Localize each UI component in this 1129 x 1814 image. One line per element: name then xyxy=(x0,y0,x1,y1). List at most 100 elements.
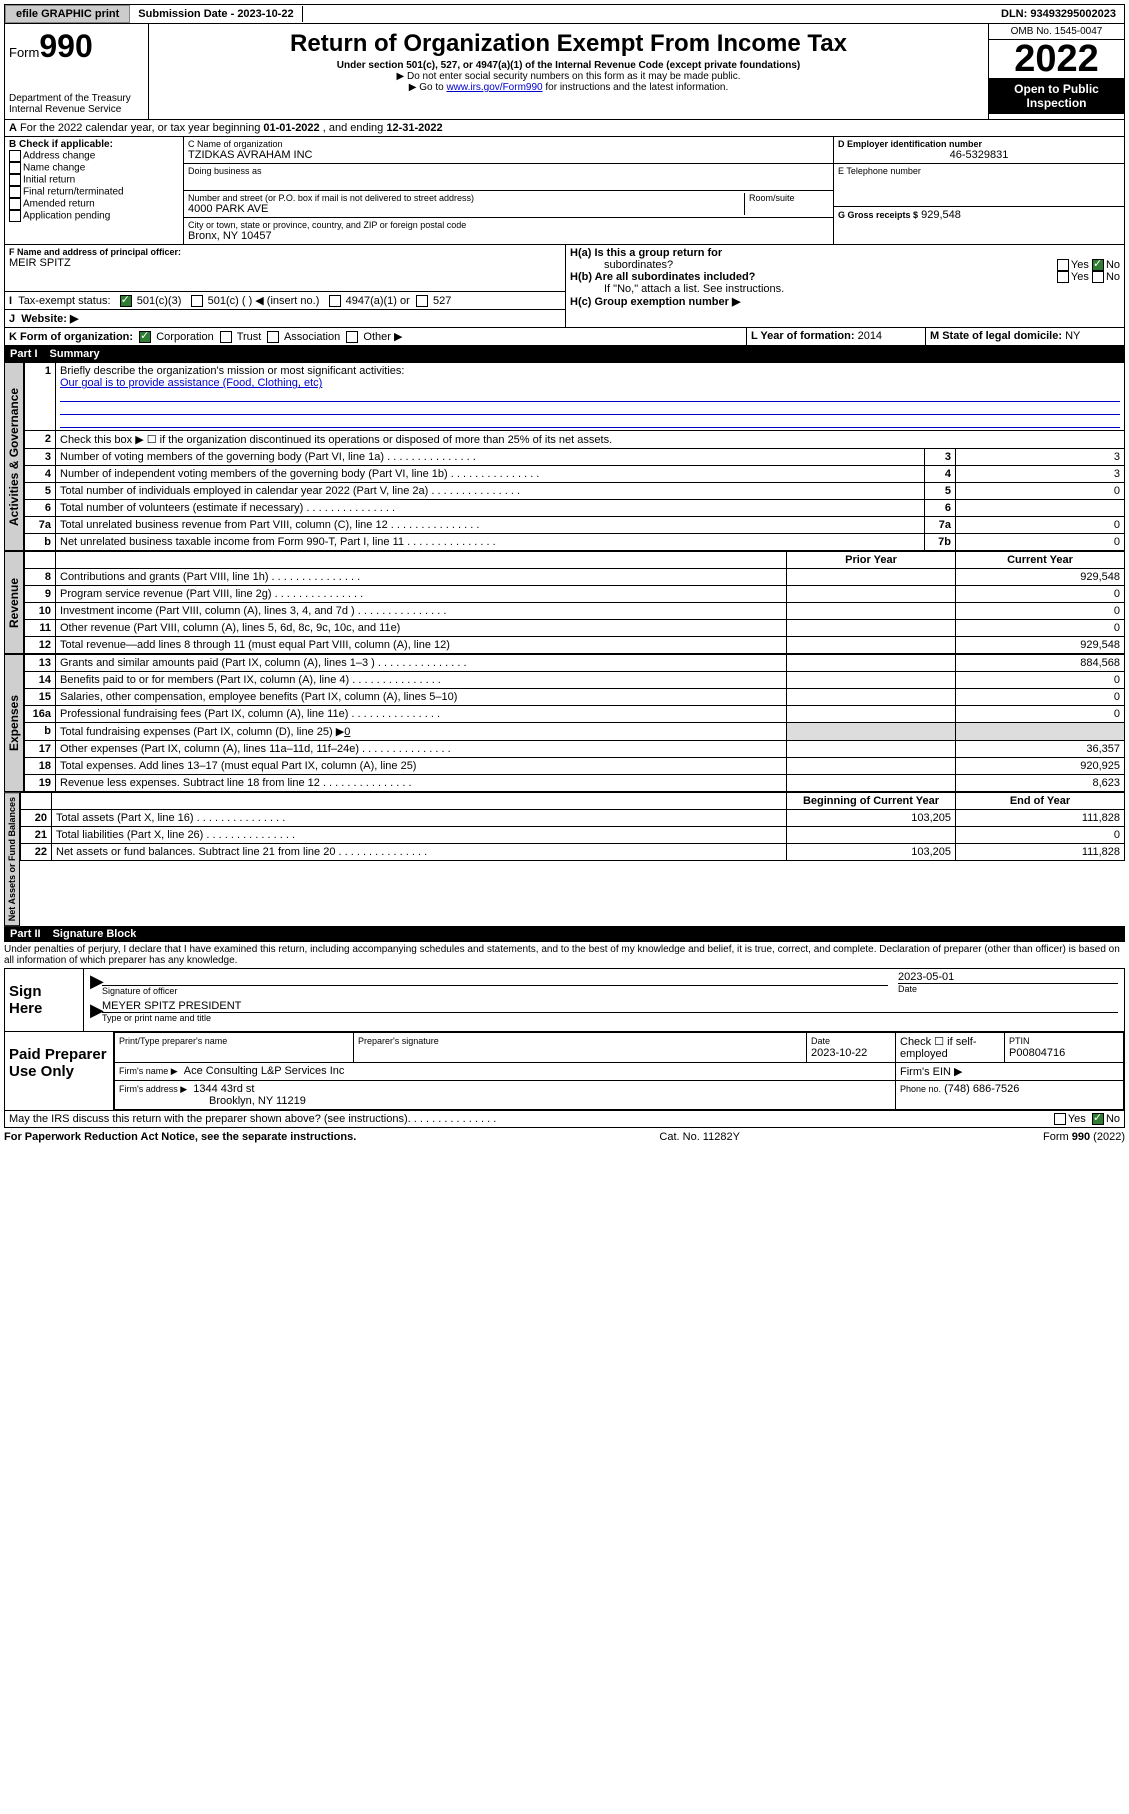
sign-date-label: Date xyxy=(898,984,1118,994)
expenses-table: 13Grants and similar amounts paid (Part … xyxy=(24,654,1125,792)
dln: DLN: 93493295002023 xyxy=(993,6,1124,22)
val4: 3 xyxy=(956,466,1125,483)
line15: Salaries, other compensation, employee b… xyxy=(56,689,787,706)
k-corp[interactable] xyxy=(139,331,151,343)
top-bar: efile GRAPHIC print Submission Date - 20… xyxy=(4,4,1125,24)
form990-link[interactable]: www.irs.gov/Form990 xyxy=(446,82,542,93)
city-state-zip: Bronx, NY 10457 xyxy=(188,230,829,242)
l-label: L Year of formation: xyxy=(751,330,855,342)
line7b: Net unrelated business taxable income fr… xyxy=(56,534,925,551)
efile-print-button[interactable]: efile GRAPHIC print xyxy=(5,5,130,23)
discuss-no[interactable] xyxy=(1092,1113,1104,1125)
firm-name: Ace Consulting L&P Services Inc xyxy=(184,1065,345,1077)
chk-initial-return[interactable]: Initial return xyxy=(9,174,179,186)
chk-4947[interactable] xyxy=(329,295,341,307)
form-title: Return of Organization Exempt From Incom… xyxy=(157,30,980,58)
line18: Total expenses. Add lines 13–17 (must eq… xyxy=(56,758,787,775)
page-footer: For Paperwork Reduction Act Notice, see … xyxy=(4,1128,1125,1143)
val7a: 0 xyxy=(956,517,1125,534)
k-label: K Form of organization: xyxy=(9,331,133,343)
line9: Program service revenue (Part VIII, line… xyxy=(56,586,787,603)
g-label: G Gross receipts $ xyxy=(838,210,918,220)
line7a: Total unrelated business revenue from Pa… xyxy=(56,517,925,534)
org-name: TZIDKAS AVRAHAM INC xyxy=(188,149,829,161)
line6: Total number of volunteers (estimate if … xyxy=(56,500,925,517)
tax-year: 2022 xyxy=(989,40,1124,78)
line22: Net assets or fund balances. Subtract li… xyxy=(52,844,787,861)
self-employed[interactable]: Check ☐ if self-employed xyxy=(896,1033,1005,1063)
subtitle-1: Under section 501(c), 527, or 4947(a)(1)… xyxy=(157,60,980,71)
firm-addr1: 1344 43rd st xyxy=(193,1083,254,1095)
val20e: 111,828 xyxy=(956,810,1125,827)
firm-addr-label: Firm's address ▶ xyxy=(119,1084,187,1094)
paid-preparer-label: Paid Preparer Use Only xyxy=(5,1032,113,1110)
line13: Grants and similar amounts paid (Part IX… xyxy=(56,655,787,672)
val10c: 0 xyxy=(956,603,1125,620)
form-header: Form990 Department of the Treasury Inter… xyxy=(4,24,1125,120)
val14c: 0 xyxy=(956,672,1125,689)
phone-label: Phone no. xyxy=(900,1084,941,1094)
k-assoc[interactable] xyxy=(267,331,279,343)
part2-header: Part IISignature Block xyxy=(4,926,1125,942)
val8c: 929,548 xyxy=(956,569,1125,586)
form-number: Form990 xyxy=(9,28,144,65)
firm-addr2: Brooklyn, NY 11219 xyxy=(209,1095,306,1107)
ha-no[interactable] xyxy=(1092,259,1104,271)
revenue-table: Prior YearCurrent Year 8Contributions an… xyxy=(24,551,1125,654)
line4: Number of independent voting members of … xyxy=(56,466,925,483)
hb-no[interactable] xyxy=(1092,271,1104,283)
line5: Total number of individuals employed in … xyxy=(56,483,925,500)
section-k-l-m: K Form of organization: Corporation Trus… xyxy=(4,328,1125,346)
line14: Benefits paid to or for members (Part IX… xyxy=(56,672,787,689)
submission-date: Submission Date - 2023-10-22 xyxy=(130,6,302,22)
k-other[interactable] xyxy=(346,331,358,343)
f-label: F Name and address of principal officer: xyxy=(9,247,561,257)
chk-501c[interactable] xyxy=(191,295,203,307)
chk-amended[interactable]: Amended return xyxy=(9,198,179,210)
hb-label: H(b) Are all subordinates included? xyxy=(570,271,755,283)
val15c: 0 xyxy=(956,689,1125,706)
chk-name-change[interactable]: Name change xyxy=(9,162,179,174)
line16b: Total fundraising expenses (Part IX, col… xyxy=(56,723,787,741)
chk-address-change[interactable]: Address change xyxy=(9,150,179,162)
d-label: D Employer identification number xyxy=(838,139,1120,149)
paid-preparer-block: Paid Preparer Use Only Print/Type prepar… xyxy=(4,1032,1125,1111)
chk-app-pending[interactable]: Application pending xyxy=(9,210,179,222)
chk-final-return[interactable]: Final return/terminated xyxy=(9,186,179,198)
sig-officer-label: Signature of officer xyxy=(102,986,888,996)
city-label: City or town, state or province, country… xyxy=(188,220,829,230)
line11: Other revenue (Part VIII, column (A), li… xyxy=(56,620,787,637)
val21b xyxy=(787,827,956,844)
street-address: 4000 PARK AVE xyxy=(188,203,740,215)
val17c: 36,357 xyxy=(956,741,1125,758)
val3: 3 xyxy=(956,449,1125,466)
year-formation: 2014 xyxy=(858,330,882,342)
open-inspection: Open to Public Inspection xyxy=(989,78,1124,114)
col-end: End of Year xyxy=(956,793,1125,810)
hb-yes[interactable] xyxy=(1057,271,1069,283)
ha-yes[interactable] xyxy=(1057,259,1069,271)
k-trust[interactable] xyxy=(220,331,232,343)
prep-sig-label: Preparer's signature xyxy=(358,1036,439,1046)
officer-name: MEYER SPITZ PRESIDENT xyxy=(102,1000,1118,1012)
subtitle-2: ▶ Do not enter social security numbers o… xyxy=(157,71,980,82)
discuss-yes[interactable] xyxy=(1054,1113,1066,1125)
chk-527[interactable] xyxy=(416,295,428,307)
sign-here-block: Sign Here ▶ Signature of officer 2023-05… xyxy=(4,968,1125,1032)
i-label: Tax-exempt status: xyxy=(18,295,110,307)
subtitle-3: ▶ Go to www.irs.gov/Form990 for instruct… xyxy=(157,82,980,93)
chk-501c3[interactable] xyxy=(120,295,132,307)
b-label: B Check if applicable: xyxy=(9,139,179,150)
j-label: Website: ▶ xyxy=(21,313,78,325)
m-label: M State of legal domicile: xyxy=(930,330,1062,342)
hc-label: H(c) Group exemption number ▶ xyxy=(570,295,1120,308)
dba-label: Doing business as xyxy=(188,166,829,176)
mission-link[interactable]: Our goal is to provide assistance (Food,… xyxy=(60,377,322,389)
room-label: Room/suite xyxy=(749,193,829,203)
addr-label: Number and street (or P.O. box if mail i… xyxy=(188,193,740,203)
part1-header: Part ISummary xyxy=(4,346,1125,362)
footer-left: For Paperwork Reduction Act Notice, see … xyxy=(4,1131,356,1143)
hb-note: If "No," attach a list. See instructions… xyxy=(604,283,1120,295)
val6 xyxy=(956,500,1125,517)
col-begin: Beginning of Current Year xyxy=(787,793,956,810)
